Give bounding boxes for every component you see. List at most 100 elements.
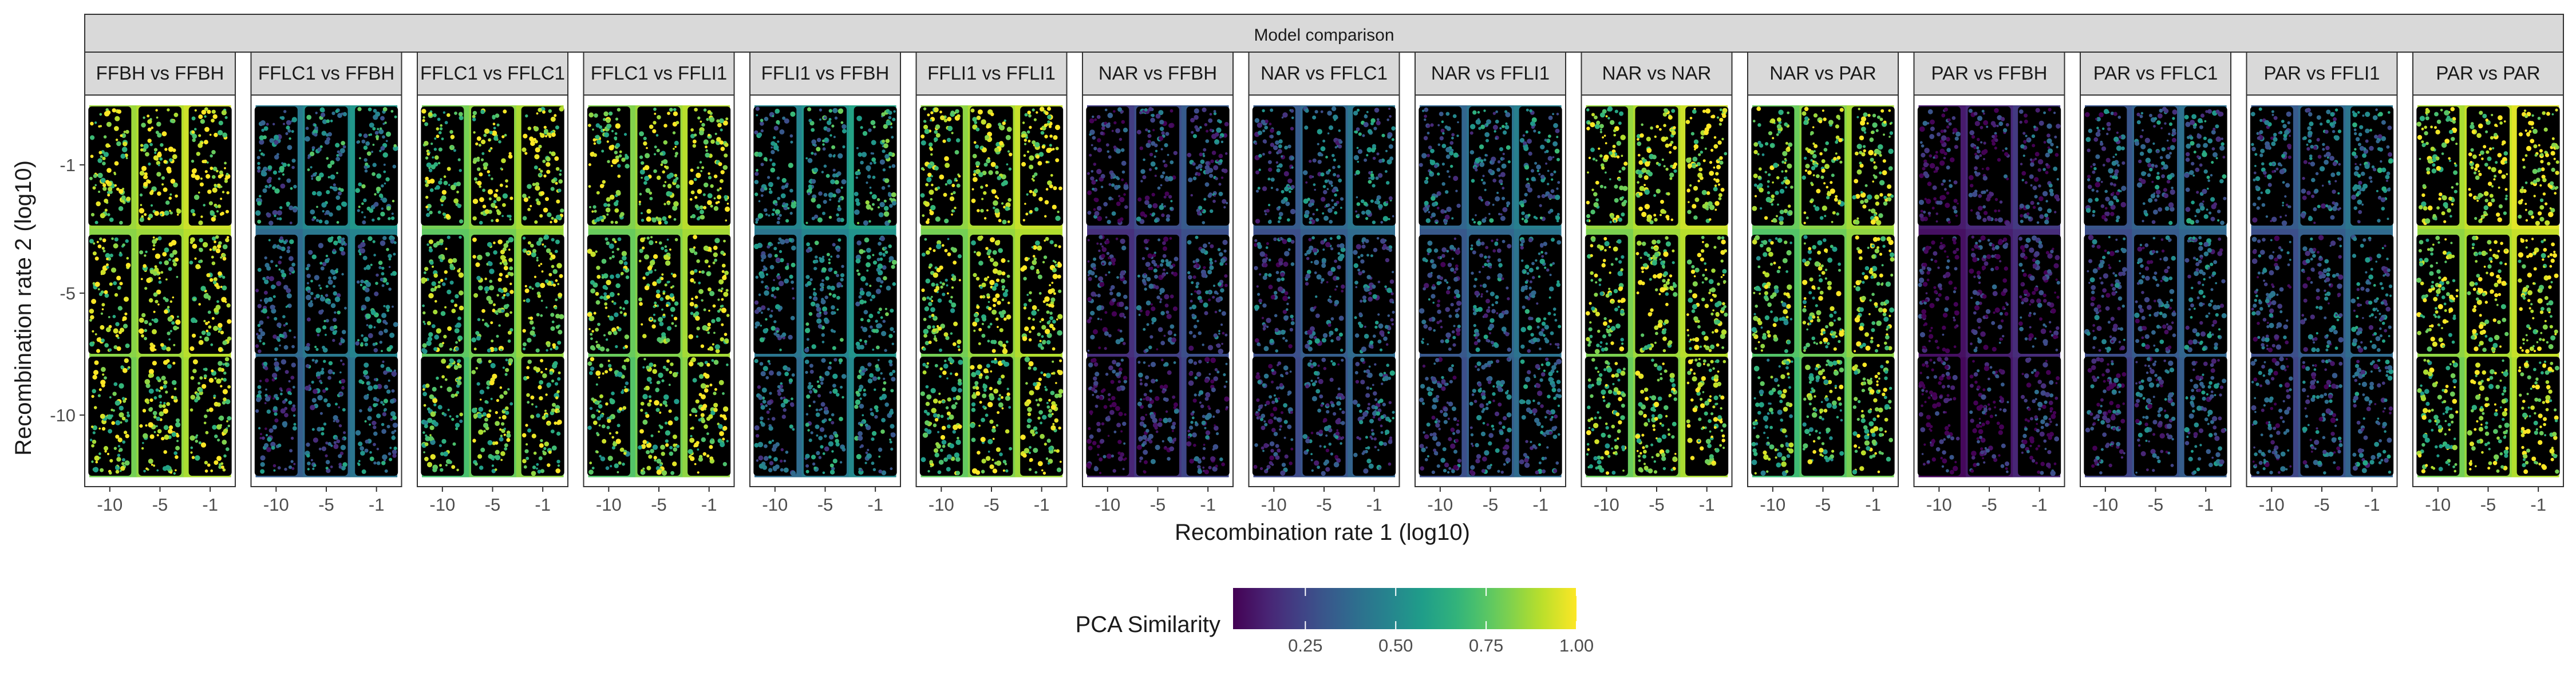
dot-cluster — [189, 235, 232, 353]
x-tick-label: -10 — [762, 495, 788, 515]
dot-cluster — [2301, 359, 2343, 475]
dot-cluster — [89, 237, 131, 353]
dot-cluster — [139, 236, 181, 352]
x-tick-label: -10 — [929, 495, 954, 515]
sample-cell — [1917, 106, 1961, 226]
dot-cluster — [2251, 235, 2292, 353]
dot-cluster — [1686, 358, 1726, 466]
dot-cluster — [255, 236, 296, 353]
dot-cluster — [587, 237, 630, 352]
dot-cluster — [471, 358, 513, 473]
dot-cluster — [1419, 107, 1461, 225]
facet-strip — [84, 52, 236, 96]
dot-cluster — [1586, 236, 1626, 354]
x-tick-label: -1 — [867, 495, 883, 515]
sample-cell — [2184, 235, 2227, 354]
legend-tick-label: 1.00 — [1559, 635, 1594, 656]
x-tick-label: -1 — [1699, 495, 1715, 515]
dot-cluster — [1686, 235, 1728, 352]
sample-cell — [1519, 235, 1562, 354]
sample-cell — [1136, 357, 1179, 476]
dot-cluster — [1419, 357, 1461, 475]
dot-cluster — [2184, 358, 2227, 475]
dot-cluster — [1186, 357, 1230, 475]
dot-cluster — [2085, 357, 2127, 475]
x-tick-label: -1 — [1532, 495, 1548, 515]
sample-cell — [1419, 106, 1462, 226]
sample-cell — [1419, 357, 1462, 476]
dot-cluster — [2084, 235, 2127, 353]
x-tick-label: -1 — [202, 495, 218, 515]
dot-cluster — [1253, 361, 1294, 476]
dot-cluster — [2020, 357, 2060, 476]
dot-cluster — [1635, 358, 1678, 474]
dot-cluster — [1353, 108, 1396, 224]
dot-cluster — [1586, 106, 1628, 224]
dot-cluster — [2518, 108, 2559, 226]
x-tick-label: -10 — [1095, 495, 1120, 515]
dot-cluster — [638, 236, 679, 344]
sample-cell — [1801, 357, 1844, 476]
sample-cell — [1635, 106, 1678, 226]
dot-cluster — [855, 235, 897, 352]
dot-cluster — [189, 107, 231, 226]
dot-cluster — [753, 237, 796, 352]
dot-cluster — [754, 359, 796, 476]
facet-strip — [915, 52, 1068, 96]
dot-cluster — [1918, 236, 1959, 354]
dot-cluster — [638, 358, 680, 476]
x-tick-label: -1 — [1034, 495, 1050, 515]
dot-cluster — [1519, 357, 1562, 475]
facet-label: NAR vs FFBH — [1099, 62, 1217, 84]
y-axis-title: Recombination rate 2 (log10) — [11, 160, 36, 456]
sample-cell — [753, 235, 797, 354]
x-tick-label: -10 — [2259, 495, 2285, 515]
x-axes: -10 -5 -1 -10 -5 -1 -10 -5 -1 -10 -5 -1 -10 -5 -1 -10 -5… — [97, 487, 2546, 515]
x-tick-label: -10 — [1594, 495, 1619, 515]
facet-label: PAR vs FFLI1 — [2264, 62, 2380, 84]
x-tick-label: -1 — [2530, 495, 2546, 515]
x-tick-label: -5 — [1150, 495, 1166, 515]
dot-cluster — [1586, 358, 1627, 475]
y-axis: -1 -5 -10 — [50, 155, 85, 425]
x-tick-label: -1 — [701, 495, 717, 515]
x-tick-label: -5 — [1316, 495, 1332, 515]
dot-cluster — [689, 108, 730, 222]
facet-label: NAR vs NAR — [1602, 62, 1712, 84]
dot-cluster — [2518, 360, 2559, 474]
dot-cluster — [2184, 236, 2227, 353]
dot-cluster — [1353, 237, 1395, 354]
dot-cluster — [1187, 235, 1228, 354]
dot-cluster — [355, 106, 398, 224]
dot-cluster — [1020, 357, 1064, 475]
top-strip-title: Model comparison — [1254, 26, 1394, 45]
dot-cluster — [1352, 357, 1395, 474]
sample-cell — [1020, 106, 1064, 226]
dot-cluster — [521, 106, 564, 224]
dot-cluster — [89, 108, 131, 225]
sample-cell — [587, 357, 630, 476]
facet-strip — [2080, 52, 2231, 96]
sample-cell — [2350, 357, 2394, 476]
dot-cluster — [1751, 358, 1794, 476]
x-tick-label: -10 — [263, 495, 289, 515]
x-tick-label: -10 — [2092, 495, 2118, 515]
dot-cluster — [854, 109, 896, 226]
facet-strip — [417, 52, 568, 96]
sample-cell — [88, 235, 132, 354]
sample-cell — [2416, 106, 2460, 226]
dot-cluster — [2467, 235, 2509, 353]
sample-cell — [1917, 357, 1961, 476]
x-tick-label: -10 — [1261, 495, 1287, 515]
dot-cluster — [921, 238, 962, 352]
dot-cluster — [1136, 236, 1179, 353]
facet-label: FFLI1 vs FFBH — [761, 62, 890, 84]
sample-cell — [521, 106, 564, 226]
dot-cluster — [588, 108, 630, 225]
sample-cell — [919, 106, 963, 226]
sample-cell — [305, 106, 348, 226]
x-tick-label: -5 — [1483, 495, 1499, 515]
dot-cluster — [139, 108, 181, 222]
dot-cluster — [421, 109, 464, 224]
sample-cell — [1302, 235, 1346, 354]
